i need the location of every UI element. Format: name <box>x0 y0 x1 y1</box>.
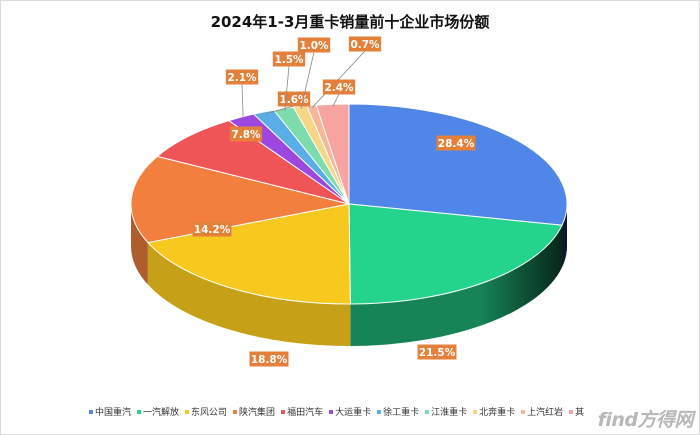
data-label-box-东风公司 <box>249 351 289 367</box>
legend-swatch <box>329 409 334 414</box>
data-label-福田汽车: 7.8% <box>231 129 261 141</box>
legend-label: 其 <box>575 408 585 418</box>
pie-top-faces <box>130 103 568 305</box>
chart-title: 2024年1-3月重卡销量前十企业市场份额 <box>210 13 490 31</box>
data-label-box-上汽红岩 <box>348 36 382 52</box>
leader-line-北奔重卡 <box>300 51 315 109</box>
legend-swatch <box>473 409 478 414</box>
legend-label: 江淮重卡 <box>431 408 468 418</box>
legend-item-一汽解放[interactable]: 一汽解放 <box>137 405 179 418</box>
legend-swatch <box>281 409 286 414</box>
legend-item-上汽红岩[interactable]: 上汽红岩 <box>521 405 563 418</box>
data-label-box-大运重卡 <box>225 69 259 85</box>
pie-slice-一汽解放 <box>348 203 563 305</box>
data-label-box-江淮重卡 <box>272 51 306 67</box>
data-label-box-一汽解放 <box>417 344 457 360</box>
data-label-box-中国重汽 <box>436 135 476 151</box>
legend-label: 上汽红岩 <box>527 408 564 418</box>
legend-item-中国重汽[interactable]: 中国重汽 <box>89 405 131 418</box>
legend-label: 北奔重卡 <box>479 408 516 418</box>
data-label-上汽红岩: 0.7% <box>350 39 380 51</box>
legend-swatch <box>137 409 142 414</box>
legend-label: 陕汽集团 <box>239 408 276 418</box>
data-label-box-北奔重卡 <box>297 37 331 53</box>
pie-slice-福田汽车 <box>156 120 350 205</box>
pie-edge-shadow <box>131 204 567 346</box>
legend-label: 东风公司 <box>191 408 228 418</box>
legend-label: 一汽解放 <box>143 408 180 418</box>
legend-swatch <box>233 409 238 414</box>
legend-item-福田汽车[interactable]: 福田汽车 <box>281 405 323 418</box>
data-label-其他: 2.4% <box>324 82 354 94</box>
data-label-一汽解放: 21.5% <box>419 347 456 359</box>
legend-swatch <box>377 409 382 414</box>
data-label-box-陕汽集团 <box>192 221 232 237</box>
legend-item-东风公司[interactable]: 东风公司 <box>185 405 227 418</box>
data-label-中国重汽: 28.4% <box>438 138 475 150</box>
legend-swatch <box>425 409 430 414</box>
data-label-大运重卡: 2.1% <box>227 72 257 84</box>
pie-slice-其他 <box>315 103 350 205</box>
data-label-东风公司: 18.8% <box>251 354 288 366</box>
leader-line-其他 <box>332 93 340 107</box>
pie-slice-中国重汽 <box>348 103 568 226</box>
leader-line-大运重卡 <box>241 83 244 119</box>
legend-swatch <box>521 409 526 414</box>
data-label-徐工重卡: 1.6% <box>279 94 309 106</box>
legend-item-大运重卡[interactable]: 大运重卡 <box>329 405 371 418</box>
legend-label: 大运重卡 <box>335 408 372 418</box>
pie-data-labels: 28.4% 21.5% 18.8% 14.2% 7.8% 2.1% 1.6% 1.5% 1.0%… <box>192 36 476 367</box>
pie-slice-陕汽集团 <box>130 155 350 244</box>
pie-chart-3d: 28.4% 21.5% 18.8% 14.2% 7.8% 2.1% 1.6% 1.5% 1.0%… <box>130 36 568 367</box>
chart-legend: 中国重汽 一汽解放 东风公司 陕汽集团 福田汽车 大运重卡 徐工重卡 江淮重卡 北奔重卡 上汽红岩… <box>89 405 584 418</box>
legend-item-北奔重卡[interactable]: 北奔重卡 <box>473 405 515 418</box>
leader-line-上汽红岩 <box>311 50 366 108</box>
legend-label: 福田汽车 <box>287 408 324 418</box>
pie-slice-东风公司 <box>146 203 351 305</box>
legend-label: 中国重汽 <box>95 408 132 418</box>
legend-swatch <box>89 409 93 414</box>
legend-item-陕汽集团[interactable]: 陕汽集团 <box>233 405 275 418</box>
data-label-box-其他 <box>322 79 356 95</box>
legend-label: 徐工重卡 <box>383 408 420 418</box>
legend-item-徐工重卡[interactable]: 徐工重卡 <box>377 405 419 418</box>
data-label-box-福田汽车 <box>229 126 263 142</box>
watermark-logo: find方得网 <box>597 409 694 431</box>
legend-swatch <box>569 409 574 414</box>
data-label-陕汽集团: 14.2% <box>194 224 231 236</box>
leader-line-徐工重卡 <box>265 105 295 115</box>
legend-item-其他[interactable]: 其 <box>569 405 584 418</box>
data-label-江淮重卡: 1.5% <box>274 54 304 66</box>
legend-item-江淮重卡[interactable]: 江淮重卡 <box>425 405 467 418</box>
data-label-北奔重卡: 1.0% <box>299 40 329 52</box>
leader-line-江淮重卡 <box>284 65 290 111</box>
legend-swatch <box>185 409 190 414</box>
